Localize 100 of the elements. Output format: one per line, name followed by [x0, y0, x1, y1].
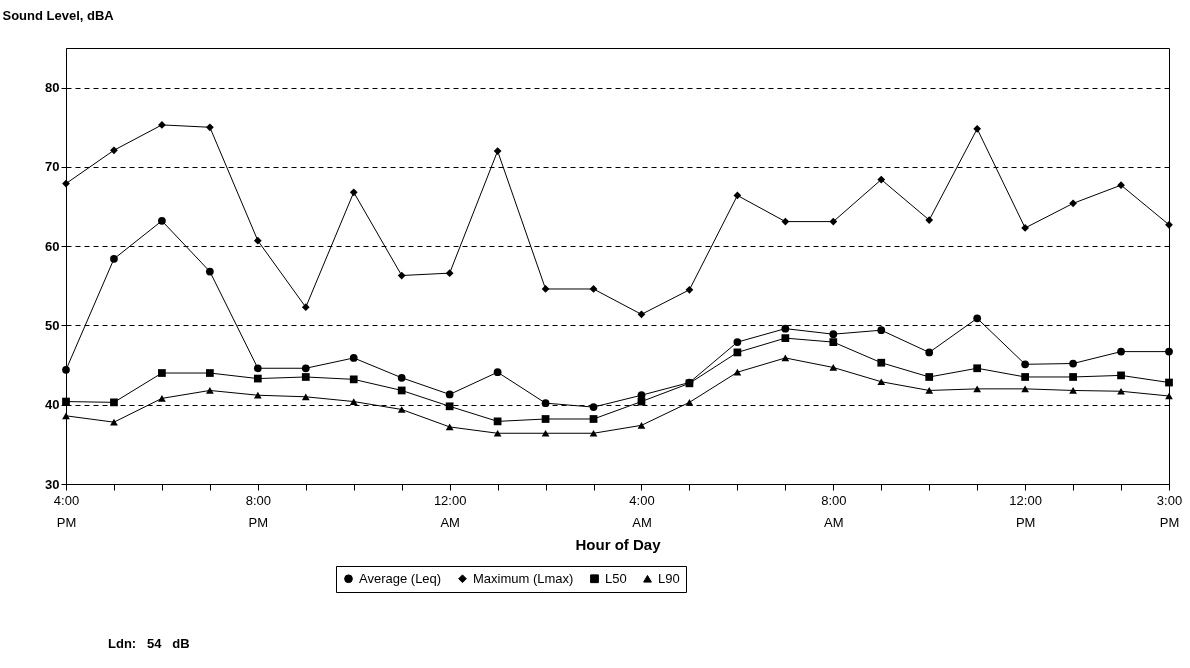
point — [1165, 220, 1173, 229]
point — [973, 364, 982, 373]
point — [445, 390, 454, 399]
y-tick-label: 60 — [45, 238, 60, 254]
point — [973, 385, 982, 393]
point — [877, 358, 886, 367]
point — [973, 124, 982, 133]
point — [1069, 373, 1077, 381]
point — [62, 179, 70, 188]
point — [158, 395, 166, 402]
point — [445, 269, 454, 278]
x-tick-label: 4:00 AM — [629, 492, 655, 530]
point — [589, 285, 598, 293]
x-axis-title: Hour of Day — [575, 535, 662, 553]
point — [110, 418, 118, 426]
point — [541, 429, 550, 437]
point — [253, 236, 262, 245]
point — [589, 415, 598, 423]
point — [349, 375, 358, 384]
text: Ldn: 54 dB — [108, 636, 190, 651]
point — [397, 386, 406, 395]
point — [1165, 378, 1173, 387]
point — [493, 429, 502, 437]
x-tick-label: 3:00 PM — [1156, 492, 1183, 530]
legend-label: Maximum (Lmax) — [473, 570, 574, 586]
point — [62, 365, 70, 374]
point — [1021, 373, 1029, 381]
point — [685, 399, 694, 406]
point — [301, 303, 310, 312]
point — [541, 415, 550, 423]
point — [206, 267, 214, 276]
x-tick-label: 8:00 PM — [245, 492, 271, 530]
y-tick-label: 40 — [45, 397, 60, 413]
point — [733, 368, 742, 376]
point — [541, 285, 550, 293]
point — [637, 310, 646, 319]
point — [62, 412, 70, 420]
point — [781, 217, 790, 226]
point — [349, 354, 358, 362]
point — [397, 271, 406, 280]
point — [829, 217, 838, 226]
point — [781, 324, 790, 333]
point — [925, 216, 934, 224]
point — [349, 188, 358, 197]
point — [158, 121, 166, 129]
point — [1021, 385, 1029, 393]
point — [925, 373, 934, 381]
point — [1165, 347, 1173, 356]
point — [1117, 347, 1125, 356]
point — [253, 391, 262, 399]
y-axis-title: Sound Level, dBA — [2, 7, 115, 23]
point — [733, 191, 742, 200]
point — [1069, 359, 1077, 368]
point — [1117, 387, 1125, 395]
point — [397, 406, 406, 413]
point — [397, 373, 406, 382]
point — [349, 398, 358, 405]
point — [158, 216, 166, 225]
point — [1021, 360, 1029, 369]
x-tick-label: 12:00 AM — [433, 492, 467, 530]
point — [589, 403, 598, 411]
point — [110, 146, 118, 155]
y-tick-label: 70 — [45, 159, 60, 175]
point — [301, 373, 310, 381]
point — [685, 285, 694, 294]
point — [973, 314, 982, 323]
point — [877, 326, 886, 335]
point — [637, 421, 646, 429]
x-tick-label: 8:00 AM — [821, 492, 847, 530]
point — [253, 374, 262, 383]
point — [110, 255, 118, 263]
point — [62, 397, 70, 406]
point — [1069, 387, 1077, 394]
x-tick-label: 4:00 PM — [53, 492, 80, 530]
point — [1021, 224, 1029, 232]
point — [445, 402, 454, 411]
legend-label: Average (Leq) — [359, 570, 442, 586]
point — [1117, 371, 1125, 380]
point — [829, 330, 838, 339]
point — [925, 348, 934, 357]
point — [829, 364, 838, 371]
point — [1117, 181, 1125, 190]
x-tick-label: 12:00 PM — [1009, 492, 1042, 530]
point — [206, 387, 214, 394]
point — [493, 147, 502, 155]
point — [541, 399, 550, 408]
y-tick-label: 80 — [45, 80, 60, 96]
legend-label: L90 — [658, 570, 680, 586]
point — [829, 338, 838, 346]
point — [733, 338, 742, 346]
point — [301, 364, 310, 373]
point — [493, 368, 502, 377]
point — [206, 369, 214, 377]
point — [781, 334, 790, 343]
point — [158, 369, 166, 377]
y-tick-label: 50 — [45, 317, 60, 333]
point — [925, 387, 934, 394]
y-tick-label: 30 — [45, 476, 60, 492]
point — [206, 123, 214, 132]
point — [253, 364, 262, 373]
